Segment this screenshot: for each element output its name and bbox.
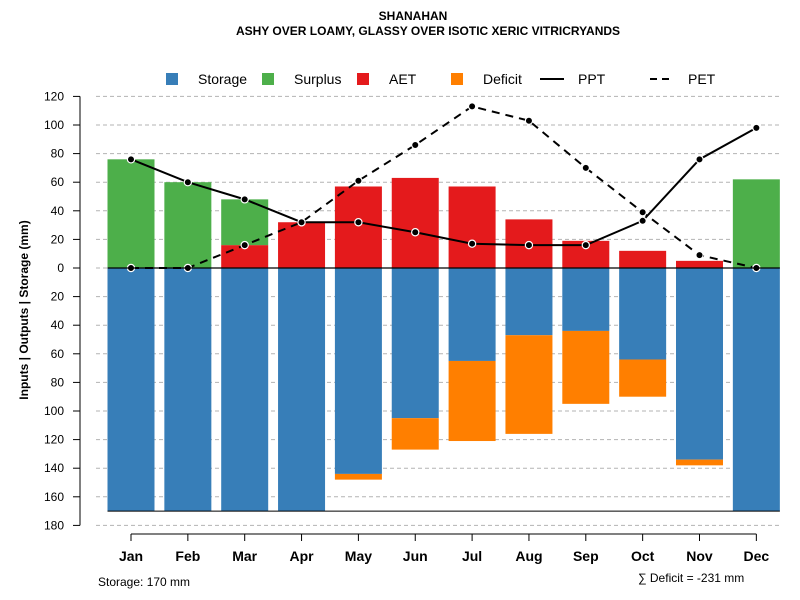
- y-tick-label: 140: [44, 461, 64, 475]
- storage-note: Storage: 170 mm: [98, 575, 190, 589]
- ppt-point: [752, 123, 761, 133]
- storage-bar: [164, 268, 212, 512]
- x-tick-label: Apr: [289, 548, 314, 564]
- y-axis-label: Inputs | Outputs | Storage (mm): [17, 220, 31, 399]
- x-tick-label: Nov: [686, 548, 713, 564]
- legend-label: PET: [688, 71, 716, 87]
- ppt-point: [524, 240, 534, 250]
- x-tick-label: Dec: [744, 548, 770, 564]
- y-tick-label: 40: [51, 204, 65, 218]
- y-tick-label: 80: [51, 375, 65, 389]
- storage-bar: [619, 268, 667, 360]
- x-tick-label: Sep: [573, 548, 599, 564]
- deficit-note: ∑ Deficit = -231 mm: [638, 571, 744, 585]
- legend-label: AET: [389, 71, 417, 87]
- storage-bar: [505, 268, 553, 336]
- deficit-bar: [505, 335, 553, 434]
- y-tick-label: 180: [44, 518, 64, 532]
- pet-point: [467, 102, 477, 111]
- y-tick-label: 120: [44, 89, 64, 103]
- storage-bar: [278, 268, 326, 512]
- deficit-bar: [334, 473, 382, 480]
- legend-label: Storage: [198, 71, 247, 87]
- x-tick-label: Jun: [403, 548, 428, 564]
- aet-bar: [391, 177, 439, 268]
- pet-point: [638, 208, 647, 217]
- ppt-point: [240, 195, 249, 204]
- x-tick-label: Aug: [515, 548, 542, 564]
- pet-point: [411, 140, 420, 150]
- x-tick-label: Oct: [631, 548, 655, 564]
- y-tick-label: 20: [51, 232, 65, 246]
- aet-bar: [619, 250, 667, 268]
- pet-point: [695, 250, 704, 260]
- storage-bar: [562, 268, 610, 331]
- ppt-line: [130, 126, 757, 247]
- aet-bar: [448, 186, 496, 268]
- bars: [107, 159, 780, 512]
- legend-label: Surplus: [294, 71, 341, 87]
- y-tick-label: 160: [44, 490, 64, 504]
- y-tick-label: 120: [44, 433, 64, 447]
- pet-point: [581, 163, 591, 173]
- x-tick-label: Jan: [119, 548, 143, 564]
- x-tick-label: Jul: [462, 548, 482, 564]
- legend-swatch: [451, 73, 463, 85]
- storage-bar: [221, 268, 269, 512]
- pet-point: [240, 240, 249, 250]
- storage-bar: [391, 268, 439, 419]
- surplus-bar: [221, 199, 269, 246]
- axes: 180 160 140 120 100 80 60 40 20 0 20 40 60 80 100 120 Ja…: [44, 89, 780, 564]
- storage-bar: [448, 268, 496, 361]
- ppt-point: [297, 218, 306, 227]
- y-tick-label: 20: [51, 290, 65, 304]
- legend-swatch: [357, 73, 369, 85]
- x-tick-label: Mar: [232, 548, 257, 564]
- ppt-point: [183, 177, 193, 187]
- legend-label: PPT: [578, 71, 606, 87]
- y-tick-label: 100: [44, 118, 64, 132]
- y-tick-label: 60: [51, 175, 65, 189]
- aet-bar: [278, 222, 326, 268]
- storage-bar: [676, 268, 723, 460]
- surplus-bar: [107, 159, 155, 268]
- aet-bar: [334, 186, 382, 268]
- x-tick-label: May: [345, 548, 372, 564]
- series-lines: [126, 102, 761, 273]
- ppt-point: [354, 218, 363, 227]
- ppt-point: [695, 155, 704, 164]
- pet-point: [354, 176, 363, 185]
- deficit-bar: [391, 418, 439, 450]
- chart-title: SHANAHAN: [379, 9, 448, 23]
- legend-swatch: [262, 73, 274, 85]
- storage-bar: [334, 268, 382, 474]
- surplus-bar: [732, 179, 780, 268]
- ppt-point: [467, 239, 477, 248]
- y-tick-label: 80: [51, 147, 65, 161]
- storage-bar: [107, 268, 155, 512]
- deficit-bar: [562, 330, 610, 404]
- deficit-bar: [619, 359, 667, 397]
- pet-line: [131, 105, 757, 269]
- deficit-bar: [448, 360, 496, 442]
- pet-point: [524, 116, 534, 125]
- legend-swatch: [166, 73, 178, 85]
- surplus-bar: [164, 182, 212, 268]
- ppt-point: [126, 155, 136, 164]
- ppt-point: [581, 240, 591, 250]
- storage-bar: [732, 268, 780, 512]
- y-tick-label: 100: [44, 404, 64, 418]
- legend: Storage Surplus AET Deficit PPT PET: [166, 71, 716, 87]
- ppt-point: [411, 228, 420, 237]
- y-tick-label: 0: [57, 261, 64, 275]
- aet-bar: [676, 260, 723, 268]
- deficit-bar: [676, 459, 723, 466]
- ppt-point: [638, 216, 647, 226]
- legend-label: Deficit: [483, 71, 522, 87]
- chart-subtitle: ASHY OVER LOAMY, GLASSY OVER ISOTIC XERI…: [236, 24, 620, 38]
- y-tick-label: 40: [51, 318, 65, 332]
- x-tick-label: Feb: [175, 548, 200, 564]
- y-tick-label: 60: [51, 347, 65, 361]
